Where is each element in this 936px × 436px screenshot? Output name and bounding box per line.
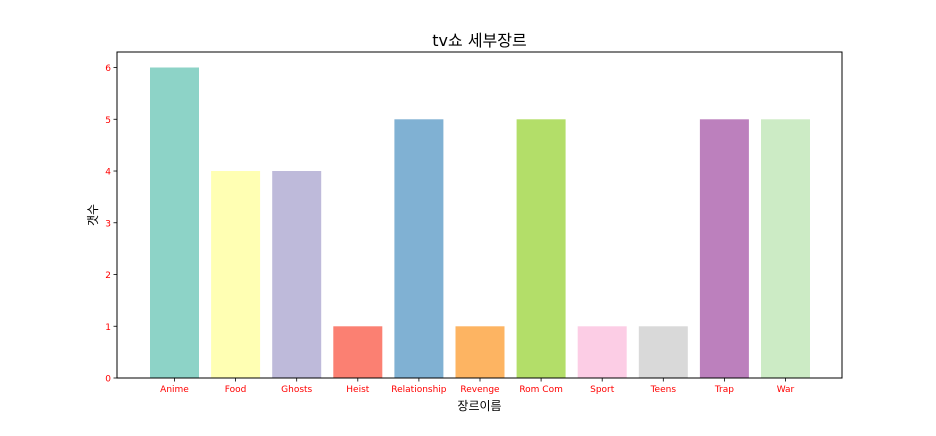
x-tick-label: Sport bbox=[590, 385, 615, 395]
y-tick-label: 2 bbox=[105, 271, 111, 281]
x-axis-ticks: Anime Food Ghosts Heist Relationship Revenge R… bbox=[160, 378, 795, 395]
bar-relationship bbox=[394, 119, 444, 379]
y-tick-label: 1 bbox=[105, 323, 111, 333]
bar-revenge bbox=[455, 326, 505, 378]
x-tick-label: War bbox=[777, 385, 795, 395]
chart-title: tv쇼 세부장르 bbox=[432, 31, 526, 50]
bars-group bbox=[150, 67, 810, 379]
bar-ghosts bbox=[272, 171, 322, 378]
bar-anime bbox=[150, 67, 199, 378]
x-axis-label: 장르이름 bbox=[457, 399, 501, 413]
bar-rom-com bbox=[516, 119, 566, 379]
y-tick-label: 6 bbox=[105, 64, 111, 74]
bar-war bbox=[761, 119, 810, 379]
y-tick-label: 3 bbox=[105, 219, 111, 229]
y-axis-label: 갯수 bbox=[86, 204, 100, 226]
x-tick-label: Revenge bbox=[460, 385, 500, 395]
y-tick-label: 0 bbox=[105, 375, 111, 385]
x-tick-label: Heist bbox=[346, 385, 369, 395]
bar-teens bbox=[638, 326, 688, 378]
y-tick-label: 4 bbox=[105, 168, 111, 178]
plot-frame bbox=[116, 51, 843, 379]
y-tick-label: 5 bbox=[105, 116, 111, 126]
bar-food bbox=[211, 171, 261, 378]
bar-heist bbox=[333, 326, 383, 378]
bar-trap bbox=[699, 119, 749, 379]
y-axis-ticks: 0 1 2 3 4 5 6 bbox=[105, 64, 117, 385]
x-tick-label: Ghosts bbox=[281, 385, 312, 395]
x-tick-label: Teens bbox=[650, 385, 677, 395]
x-tick-label: Food bbox=[225, 385, 247, 395]
x-tick-label: Anime bbox=[160, 385, 189, 395]
x-tick-label: Rom Com bbox=[519, 385, 563, 395]
x-tick-label: Trap bbox=[714, 385, 734, 395]
bar-sport bbox=[577, 326, 627, 378]
x-tick-label: Relationship bbox=[391, 385, 447, 395]
